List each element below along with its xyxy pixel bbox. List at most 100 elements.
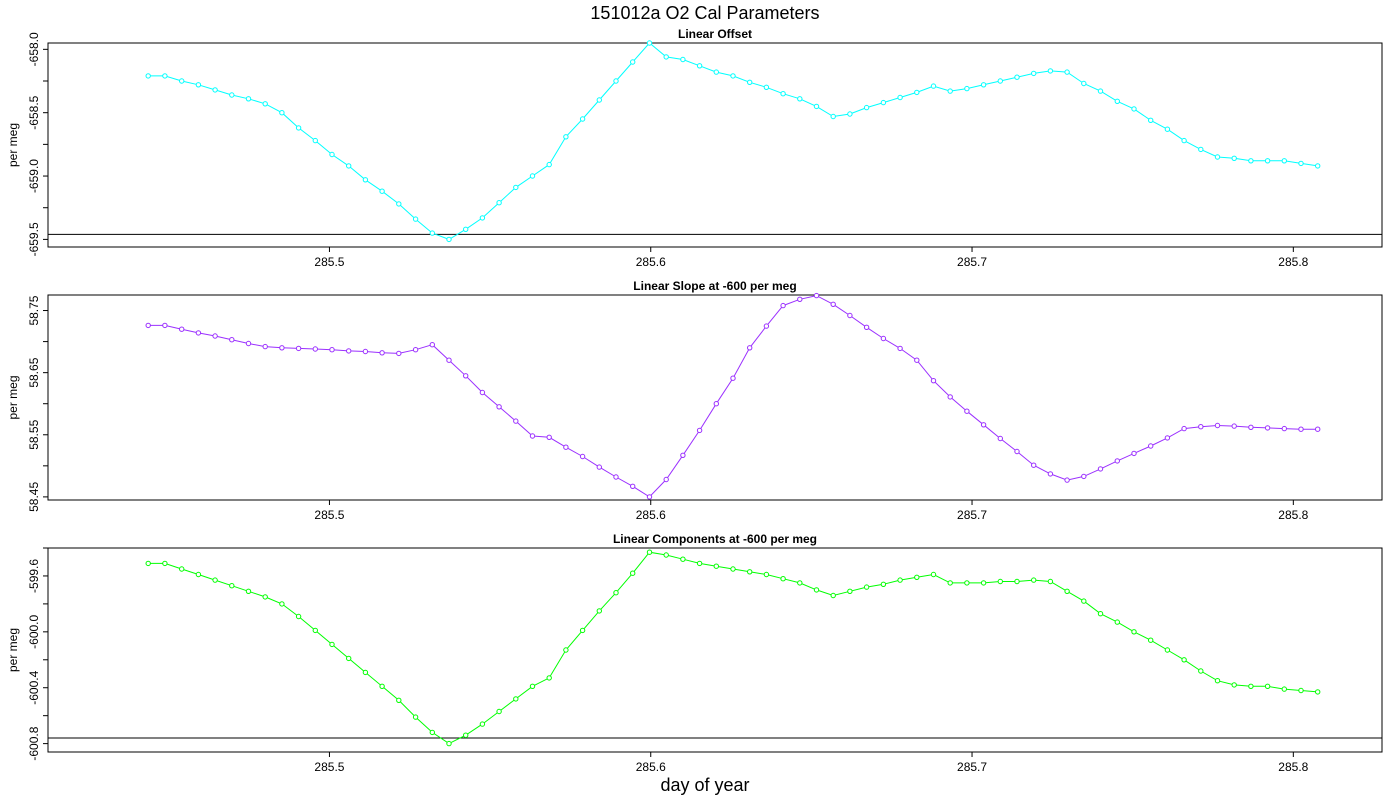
linear-offset-data-point <box>1031 70 1037 77</box>
linear-offset-data-point <box>613 78 619 84</box>
linear-slope-data-point <box>780 302 786 309</box>
linear-offset-y-tick-label: -658.0 <box>27 32 41 66</box>
linear-slope-data-point <box>563 444 569 450</box>
linear-components-data-point <box>1248 683 1254 689</box>
linear-offset-x-tick-label: 285.8 <box>1278 255 1308 269</box>
linear-slope-data-point <box>279 345 285 351</box>
linear-offset-data-point <box>1315 163 1321 169</box>
linear-components-data-point <box>145 560 151 567</box>
linear-components-data-point <box>1148 637 1154 643</box>
linear-components-data-point <box>446 740 452 747</box>
linear-components-data-point <box>513 696 519 702</box>
linear-slope-data-point <box>479 389 486 396</box>
linear-offset-data-point <box>513 184 519 191</box>
linear-slope-data-point <box>830 301 836 307</box>
linear-offset-y-tick-label: -658.5 <box>27 95 41 129</box>
linear-slope-data-point <box>646 494 653 500</box>
linear-slope-data-point <box>1114 458 1121 464</box>
linear-offset-data-point <box>1064 69 1070 75</box>
linear-components-data-point <box>295 613 302 620</box>
linear-slope-data-point <box>162 322 168 329</box>
linear-offset-data-point <box>1014 74 1020 80</box>
linear-offset-data-point <box>914 89 920 96</box>
linear-slope-data-point <box>663 476 669 483</box>
linear-offset-data-point <box>463 226 469 233</box>
linear-components-data-point <box>529 683 536 689</box>
linear-components-data-point <box>1164 647 1171 653</box>
linear-offset-data-point <box>295 125 302 131</box>
linear-offset-data-point <box>1198 146 1204 153</box>
linear-slope-data-point <box>1264 425 1271 431</box>
linear-components-data-point <box>747 569 753 575</box>
linear-components-data-point <box>479 721 486 727</box>
linear-slope-data-point <box>362 348 369 355</box>
linear-offset-y-tick-label: -659.5 <box>27 222 41 256</box>
linear-components-data-point <box>229 583 235 589</box>
linear-offset-data-point <box>763 84 770 91</box>
linear-slope-data-point <box>980 422 987 428</box>
linear-slope-data-point <box>1181 425 1187 432</box>
linear-offset-data-point <box>479 215 486 221</box>
linear-offset-data-point <box>429 230 435 236</box>
linear-components-data-point <box>1014 578 1020 585</box>
linear-components-data-point <box>964 580 970 586</box>
linear-offset-data-point <box>797 96 803 102</box>
linear-offset-data-point <box>412 216 419 222</box>
linear-components-data-point <box>930 571 937 578</box>
linear-slope-data-point <box>696 427 703 434</box>
linear-components-data-point <box>1031 577 1037 583</box>
linear-offset-data-point <box>663 54 669 60</box>
linear-offset-panel: Linear Offset per meg 285.5 285.6 285.7 285.8… <box>6 27 1383 269</box>
linear-components-data-point <box>847 588 853 594</box>
linear-components-data-point <box>863 584 870 590</box>
linear-slope-x-tick-label: 285.6 <box>636 508 666 522</box>
linear-components-data-point <box>1064 588 1070 594</box>
linear-components-data-point <box>329 641 335 648</box>
linear-components-data-point <box>195 571 202 578</box>
linear-offset-data-point <box>1264 158 1271 164</box>
linear-offset-data-point <box>696 63 703 69</box>
linear-offset-data-point <box>1131 106 1137 112</box>
linear-slope-data-point <box>329 347 335 353</box>
linear-components-data-point <box>630 570 636 576</box>
linear-offset-data-point <box>596 97 602 103</box>
linear-components-data-point <box>162 560 168 567</box>
linear-offset-series-line <box>148 42 1318 240</box>
linear-slope-data-point <box>730 375 736 381</box>
linear-slope-data-point <box>1031 462 1037 468</box>
linear-components-y-axis-label: per meg <box>6 628 20 672</box>
linear-components-data-point <box>1214 678 1221 684</box>
linear-slope-data-point <box>813 292 820 299</box>
linear-components-data-point <box>1081 598 1087 604</box>
linear-components-data-point <box>1315 689 1321 695</box>
linear-offset-title: Linear Offset <box>678 27 752 41</box>
linear-components-data-point <box>362 669 369 676</box>
linear-components-data-point <box>997 578 1003 585</box>
linear-slope-data-point <box>1164 435 1171 441</box>
linear-slope-y-axis-label: per meg <box>6 375 20 419</box>
linear-components-y-tick-label: -600.0 <box>27 614 41 648</box>
linear-components-data-point <box>496 708 502 715</box>
linear-offset-data-point <box>930 83 937 89</box>
linear-components-y-tick-label: -599.6 <box>27 559 41 593</box>
linear-slope-data-point <box>446 357 452 363</box>
linear-offset-data-point <box>496 200 502 206</box>
linear-components-data-point <box>279 601 285 607</box>
linear-offset-data-point <box>780 91 786 97</box>
linear-offset-data-point <box>529 173 536 179</box>
linear-offset-data-point <box>1214 154 1221 160</box>
linear-slope-data-point <box>1198 424 1204 430</box>
linear-slope-panel: Linear Slope at -600 per meg per meg 285.5… <box>6 279 1383 522</box>
linear-offset-data-point <box>980 82 987 88</box>
linear-slope-y-tick-label: 58.65 <box>27 357 41 387</box>
linear-slope-data-point <box>897 345 903 352</box>
linear-slope-data-point <box>412 347 419 353</box>
linear-offset-data-point <box>1148 117 1154 124</box>
linear-components-x-tick-label: 285.7 <box>957 760 987 774</box>
linear-offset-data-point <box>212 87 218 93</box>
linear-slope-data-point <box>847 312 853 319</box>
linear-components-data-point <box>596 608 602 614</box>
linear-components-data-point <box>1264 683 1271 689</box>
linear-offset-plot-frame <box>47 42 1383 248</box>
linear-components-data-point <box>1097 611 1104 617</box>
